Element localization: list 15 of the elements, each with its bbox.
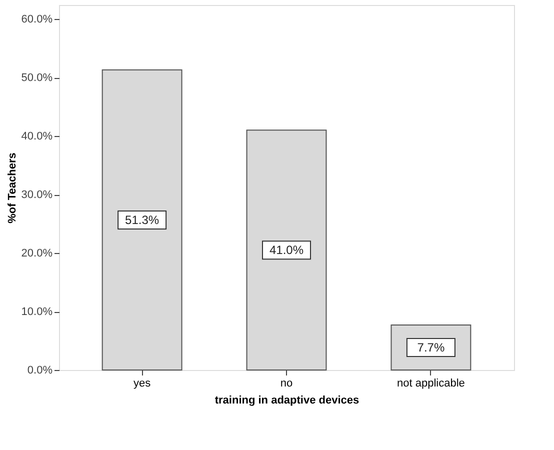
y-tick-label: 60.0%	[21, 14, 53, 26]
data-label: 41.0%	[269, 243, 304, 258]
y-axis-title: %of Teachers	[6, 152, 18, 224]
y-tick-label: 0.0%	[27, 364, 53, 376]
y-tick-label: 40.0%	[21, 130, 53, 143]
y-tick-label: 20.0%	[21, 248, 53, 260]
y-tick-label: 30.0%	[21, 189, 53, 202]
x-axis-title: training in adaptive devices	[214, 394, 360, 406]
data-label: 7.7%	[417, 340, 445, 354]
x-tick-label: not applicable	[397, 378, 465, 390]
x-tick-label: yes	[133, 378, 152, 390]
y-tick-label: 10.0%	[21, 306, 53, 318]
x-tick-label: no	[280, 378, 293, 390]
y-tick-label: 50.0%	[21, 72, 53, 84]
data-label: 51.3%	[125, 212, 160, 227]
